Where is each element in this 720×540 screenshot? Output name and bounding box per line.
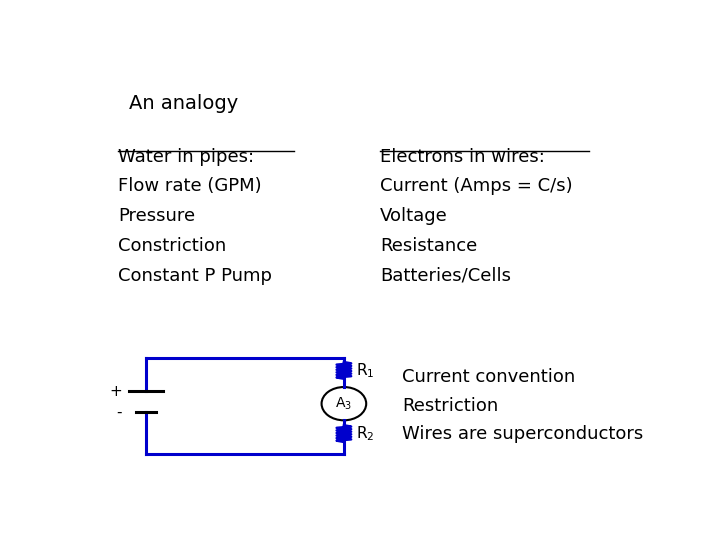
Text: Flow rate (GPM): Flow rate (GPM) xyxy=(118,177,261,195)
Text: Water in pipes:: Water in pipes: xyxy=(118,148,254,166)
Text: Wires are superconductors: Wires are superconductors xyxy=(402,425,644,443)
Text: R$_2$: R$_2$ xyxy=(356,424,374,443)
Text: +: + xyxy=(109,384,122,399)
Text: Pressure: Pressure xyxy=(118,207,195,225)
Text: Electrons in wires:: Electrons in wires: xyxy=(380,148,545,166)
Text: A$_3$: A$_3$ xyxy=(336,395,352,412)
Text: Constant P Pump: Constant P Pump xyxy=(118,267,272,285)
Text: Resistance: Resistance xyxy=(380,237,477,255)
Text: -: - xyxy=(117,404,122,420)
Text: An analogy: An analogy xyxy=(129,94,238,113)
Text: R$_1$: R$_1$ xyxy=(356,361,374,380)
Text: Voltage: Voltage xyxy=(380,207,448,225)
Text: Current (Amps = C/s): Current (Amps = C/s) xyxy=(380,177,573,195)
Text: Batteries/Cells: Batteries/Cells xyxy=(380,267,511,285)
Text: Restriction: Restriction xyxy=(402,396,499,415)
Text: Current convention: Current convention xyxy=(402,368,576,386)
Text: Constriction: Constriction xyxy=(118,237,226,255)
